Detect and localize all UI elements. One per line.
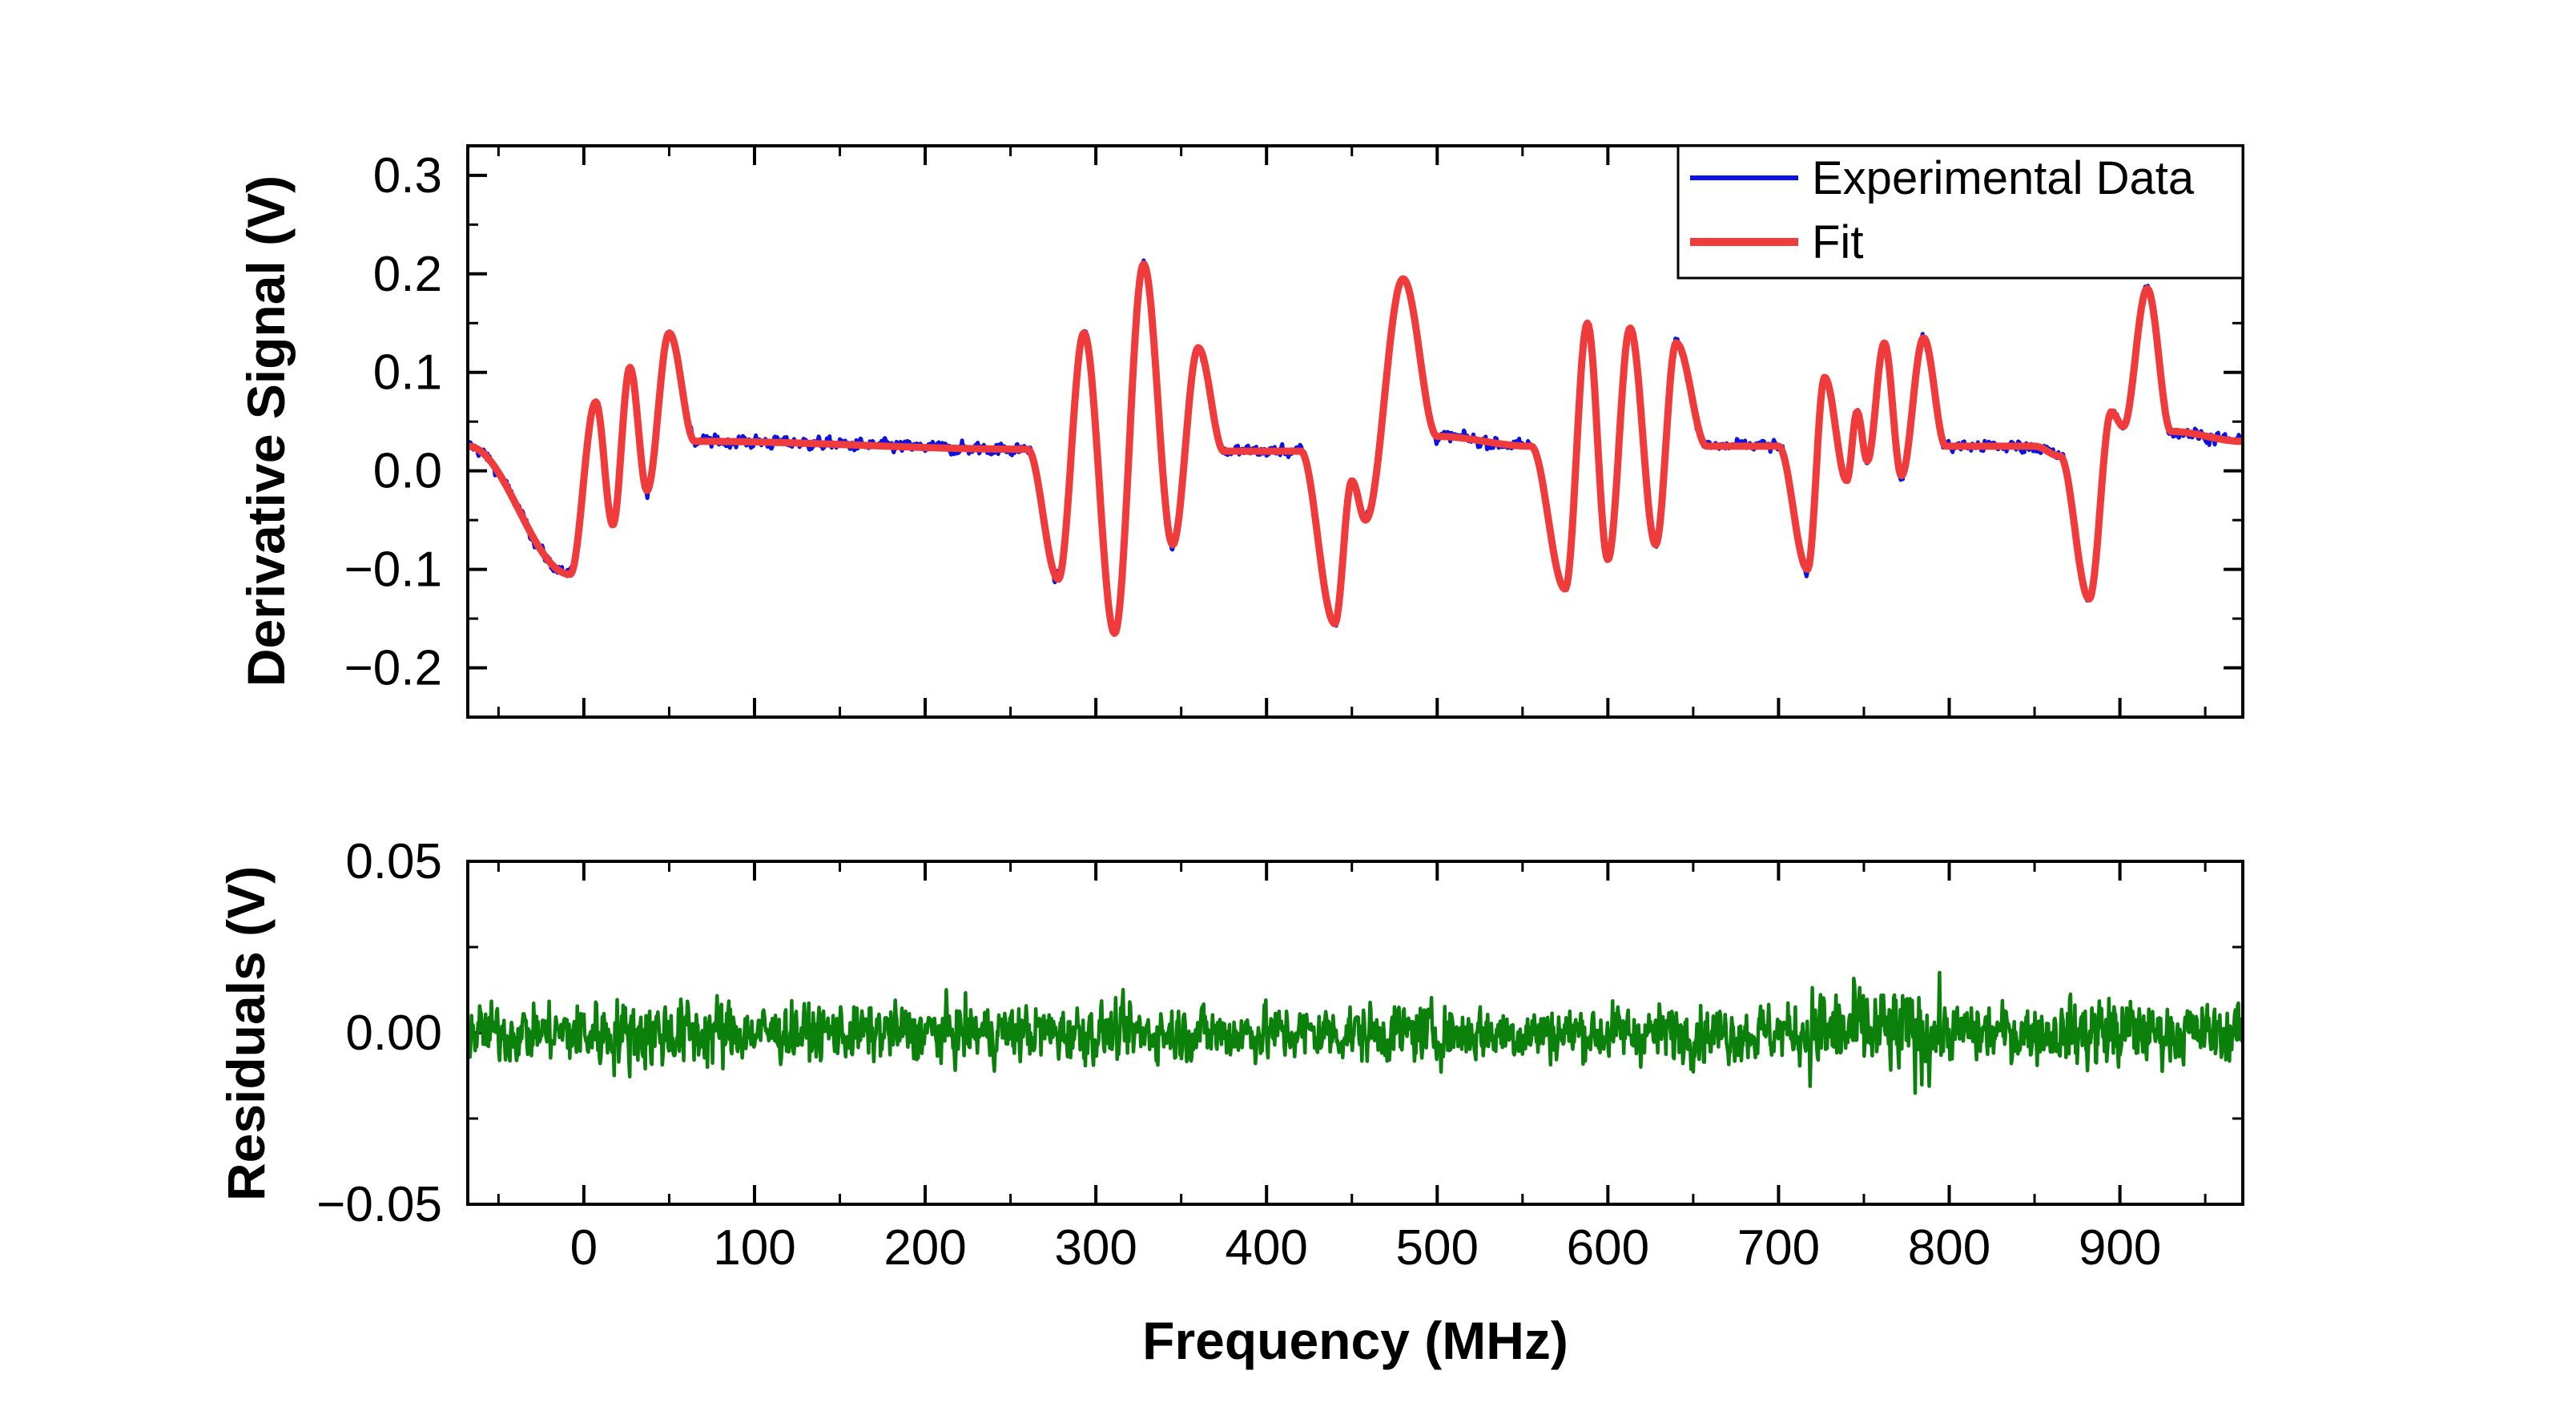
bottom-y-tick-label: 0.05	[345, 834, 442, 889]
top-plot-frame	[466, 144, 2244, 719]
legend: Experimental Data Fit	[1676, 144, 2244, 280]
top-y-axis-title: Derivative Signal (V)	[236, 175, 296, 687]
top-data-lines	[468, 258, 2243, 637]
top-y-tick-label: −0.2	[344, 641, 442, 696]
x-tick-label: 200	[883, 1220, 966, 1276]
x-tick-label: 800	[1908, 1220, 1990, 1276]
series-residuals	[468, 970, 2243, 1095]
top-y-tick-label: 0.2	[373, 247, 442, 302]
x-tick-label: 500	[1396, 1220, 1479, 1276]
top-y-tick-label: 0.1	[373, 345, 442, 401]
x-tick-label: 900	[2079, 1220, 2161, 1276]
legend-label-experimental: Experimental Data	[1812, 152, 2195, 204]
legend-box	[1676, 144, 2244, 280]
bottom-y-axis-title: Residuals (V)	[216, 866, 276, 1201]
x-tick-label: 100	[713, 1220, 795, 1276]
bottom-data-line	[468, 970, 2243, 1095]
x-tick-label: 600	[1567, 1220, 1649, 1276]
bottom-plot-frame	[466, 860, 2244, 1206]
x-axis-title: Frequency (MHz)	[1142, 1311, 1568, 1370]
series-fit	[468, 260, 2243, 637]
legend-label-fit: Fit	[1812, 216, 1863, 268]
top-y-tick-label: 0.3	[373, 148, 442, 204]
bottom-panel: −0.05 0.00 0.05 0 100 200 300 400 500 600 700 800 9…	[216, 834, 2244, 1370]
bottom-y-tick-label: 0.00	[345, 1006, 442, 1061]
bottom-y-tick-labels: −0.05 0.00 0.05	[316, 834, 442, 1232]
x-tick-label: 0	[570, 1220, 598, 1276]
x-tick-label: 400	[1225, 1220, 1307, 1276]
top-y-tick-label: 0.0	[373, 444, 442, 499]
top-panel: −0.2 −0.1 0.0 0.1 0.2 0.3 Derivative Signal (…	[236, 144, 2244, 719]
top-y-tick-labels: −0.2 −0.1 0.0 0.1 0.2 0.3	[344, 148, 442, 696]
x-tick-label: 700	[1737, 1220, 1820, 1276]
top-y-tick-label: −0.1	[344, 542, 442, 598]
bottom-y-tick-label: −0.05	[316, 1177, 442, 1232]
x-tick-label: 300	[1054, 1220, 1137, 1276]
bottom-x-tick-labels: 0 100 200 300 400 500 600 700 800 900	[570, 1220, 2162, 1276]
